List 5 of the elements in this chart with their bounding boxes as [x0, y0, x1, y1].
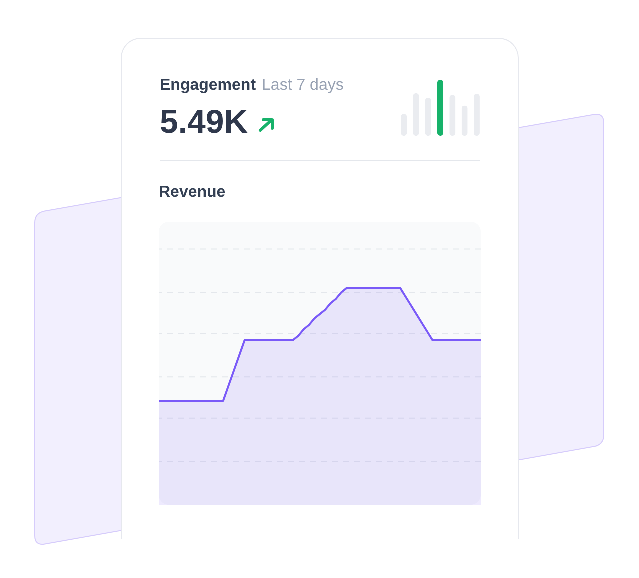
chart-title: Revenue — [159, 184, 226, 201]
text: 5.49K — [160, 103, 248, 140]
bar — [437, 80, 444, 136]
text: Last 7 days — [262, 77, 344, 94]
text: Engagement — [160, 77, 256, 94]
